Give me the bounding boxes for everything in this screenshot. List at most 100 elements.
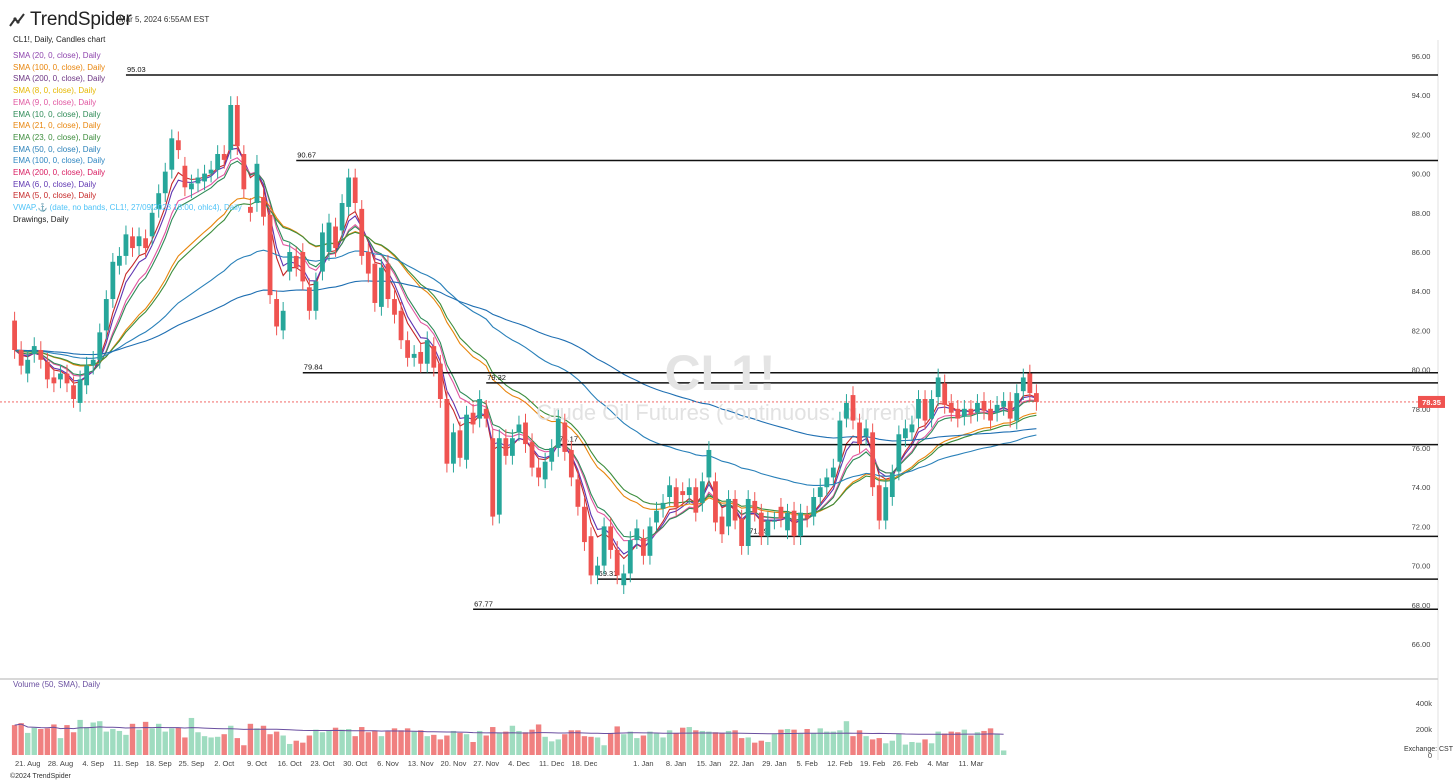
level-label: 95.03: [127, 65, 146, 74]
candle-body: [123, 234, 129, 256]
volume-bar: [437, 739, 444, 755]
legend-item[interactable]: EMA (100, 0, close), Daily: [13, 156, 106, 166]
volume-bar: [162, 731, 168, 755]
candle-body: [588, 536, 594, 576]
candle-body: [437, 363, 443, 399]
time-tick: 12. Feb: [827, 759, 852, 768]
volume-bar: [280, 735, 286, 755]
candle-body: [51, 377, 57, 384]
candle-body: [745, 498, 751, 546]
volume-bar: [699, 730, 706, 755]
legend-item[interactable]: SMA (8, 0, close), Daily: [13, 86, 97, 96]
volume-bar: [221, 734, 227, 755]
candle-body: [627, 540, 633, 574]
volume-bar: [797, 733, 804, 755]
candle-body: [595, 565, 600, 576]
volume-bar: [522, 732, 529, 755]
time-tick: 9. Oct: [247, 759, 268, 768]
brand-name: TrendSpider: [30, 9, 132, 30]
volume-bar: [25, 732, 31, 755]
volume-bar: [791, 729, 797, 755]
volume-bar: [745, 737, 751, 755]
volume-bar: [129, 723, 136, 755]
candle-body: [38, 350, 44, 360]
candle-body: [510, 438, 515, 456]
candle-body: [536, 467, 541, 478]
volume-bar: [313, 729, 319, 755]
volume-bar: [404, 728, 411, 755]
candle-body: [464, 414, 469, 460]
legend-item[interactable]: VWAP,⚓ (date, no bands, CL1!, 27/09/2023…: [13, 203, 242, 213]
volume-bar: [1000, 750, 1007, 755]
time-tick: 18. Sep: [146, 759, 172, 768]
volume-bar: [555, 739, 561, 755]
legend-item[interactable]: EMA (50, 0, close), Daily: [13, 144, 101, 154]
candle-body: [418, 351, 424, 364]
candle-body: [791, 510, 797, 537]
candle-body: [811, 497, 817, 517]
candle-body: [975, 402, 980, 413]
legend-item[interactable]: EMA (200, 0, close), Daily: [13, 168, 106, 178]
volume-bar: [234, 738, 240, 755]
candle-body: [90, 359, 96, 366]
candle-body: [431, 346, 437, 368]
time-tick: 16. Oct: [278, 759, 303, 768]
volume-bar: [824, 731, 830, 755]
candle-body: [1027, 373, 1033, 394]
candle-body: [772, 520, 777, 522]
price-tick: 80.00: [1412, 366, 1431, 375]
legend-item[interactable]: EMA (21, 0, close), Daily: [13, 121, 101, 131]
volume-bar: [483, 735, 489, 755]
volume-bar: [581, 736, 588, 755]
volume-bar: [621, 734, 627, 755]
volume-bar: [928, 743, 935, 755]
candle-body: [1001, 400, 1007, 407]
legend-item[interactable]: EMA (23, 0, close), Daily: [13, 132, 101, 142]
volume-bar: [293, 740, 299, 755]
legend-item[interactable]: EMA (9, 0, close), Daily: [13, 97, 97, 107]
level-label: 79.84: [304, 363, 323, 372]
volume-bar: [575, 730, 581, 755]
candle-body: [143, 238, 148, 249]
legend-item[interactable]: SMA (20, 0, close), Daily: [13, 51, 101, 60]
candle-body: [922, 399, 928, 421]
legend-item[interactable]: Drawings, Daily: [13, 214, 69, 224]
volume-bar: [214, 736, 221, 755]
volume-bar: [136, 729, 142, 755]
volume-bar: [811, 732, 817, 755]
price-tick: 86.00: [1412, 248, 1431, 257]
candles: [12, 96, 1039, 595]
volume-bar: [588, 736, 594, 755]
time-tick: 4. Mar: [928, 759, 950, 768]
volume-bar: [31, 727, 37, 755]
price-tick: 90.00: [1412, 170, 1431, 179]
candle-body: [424, 340, 430, 364]
legend-item[interactable]: SMA (100, 0, close), Daily: [13, 62, 106, 72]
time-tick: 30. Oct: [343, 759, 368, 768]
price-tick: 96.00: [1412, 52, 1431, 61]
price-tick: 66.00: [1412, 640, 1431, 649]
volume-bar: [228, 725, 234, 755]
candle-body: [12, 320, 17, 350]
candle-body: [221, 154, 227, 160]
volume-bar: [778, 729, 784, 755]
legend-item[interactable]: SMA (200, 0, close), Daily: [13, 74, 106, 84]
candle-body: [379, 267, 384, 307]
legend-item[interactable]: EMA (10, 0, close), Daily: [13, 109, 101, 119]
volume-bar: [935, 731, 941, 755]
volume-bar: [38, 729, 44, 755]
volume-bar: [942, 733, 948, 755]
time-tick: 11. Dec: [539, 759, 565, 768]
candle-body: [267, 214, 273, 296]
logo: TrendSpider: [8, 9, 132, 31]
volume-bar: [450, 730, 457, 755]
price-axis: 96.00 94.00 92.00 90.00 88.00 86.00 84.00 82.00…: [1412, 52, 1445, 760]
candle-body: [280, 310, 286, 331]
legend-item[interactable]: EMA (5, 0, close), Daily: [13, 191, 97, 201]
time-tick: 22. Jan: [729, 759, 754, 768]
volume-bar: [247, 723, 254, 755]
volume-bar: [359, 727, 365, 755]
volume-bar: [378, 736, 385, 755]
legend-item[interactable]: EMA (6, 0, close), Daily: [13, 179, 97, 189]
